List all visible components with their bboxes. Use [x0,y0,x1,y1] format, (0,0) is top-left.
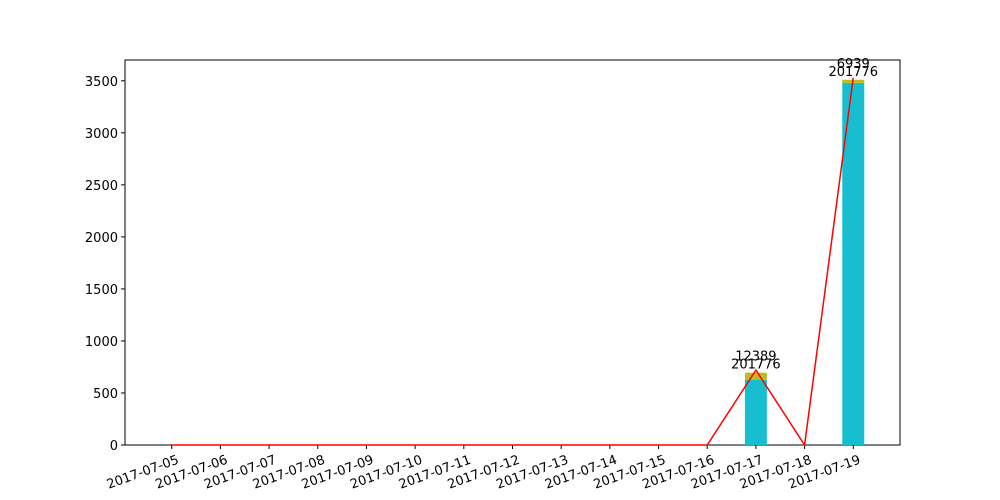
annotation: 201776 [828,65,878,80]
annotation: 12389 [735,350,776,365]
y-tick-label: 3000 [85,127,118,142]
line [171,77,855,448]
y-tick-label: 2000 [85,231,118,246]
y-tick-label: 0 [110,439,118,454]
annotation: 201776 [731,358,781,373]
annotation: 6939 [837,57,870,72]
y-tick-label: 2500 [85,179,118,194]
y-tick-label: 500 [93,387,118,402]
bar [744,372,767,380]
plot-frame [124,59,901,446]
y-tick-label: 3500 [85,75,118,90]
bar [842,82,865,445]
bar [744,379,767,445]
y-tick-label: 1500 [85,283,118,298]
y-tick-label: 1000 [85,335,118,350]
